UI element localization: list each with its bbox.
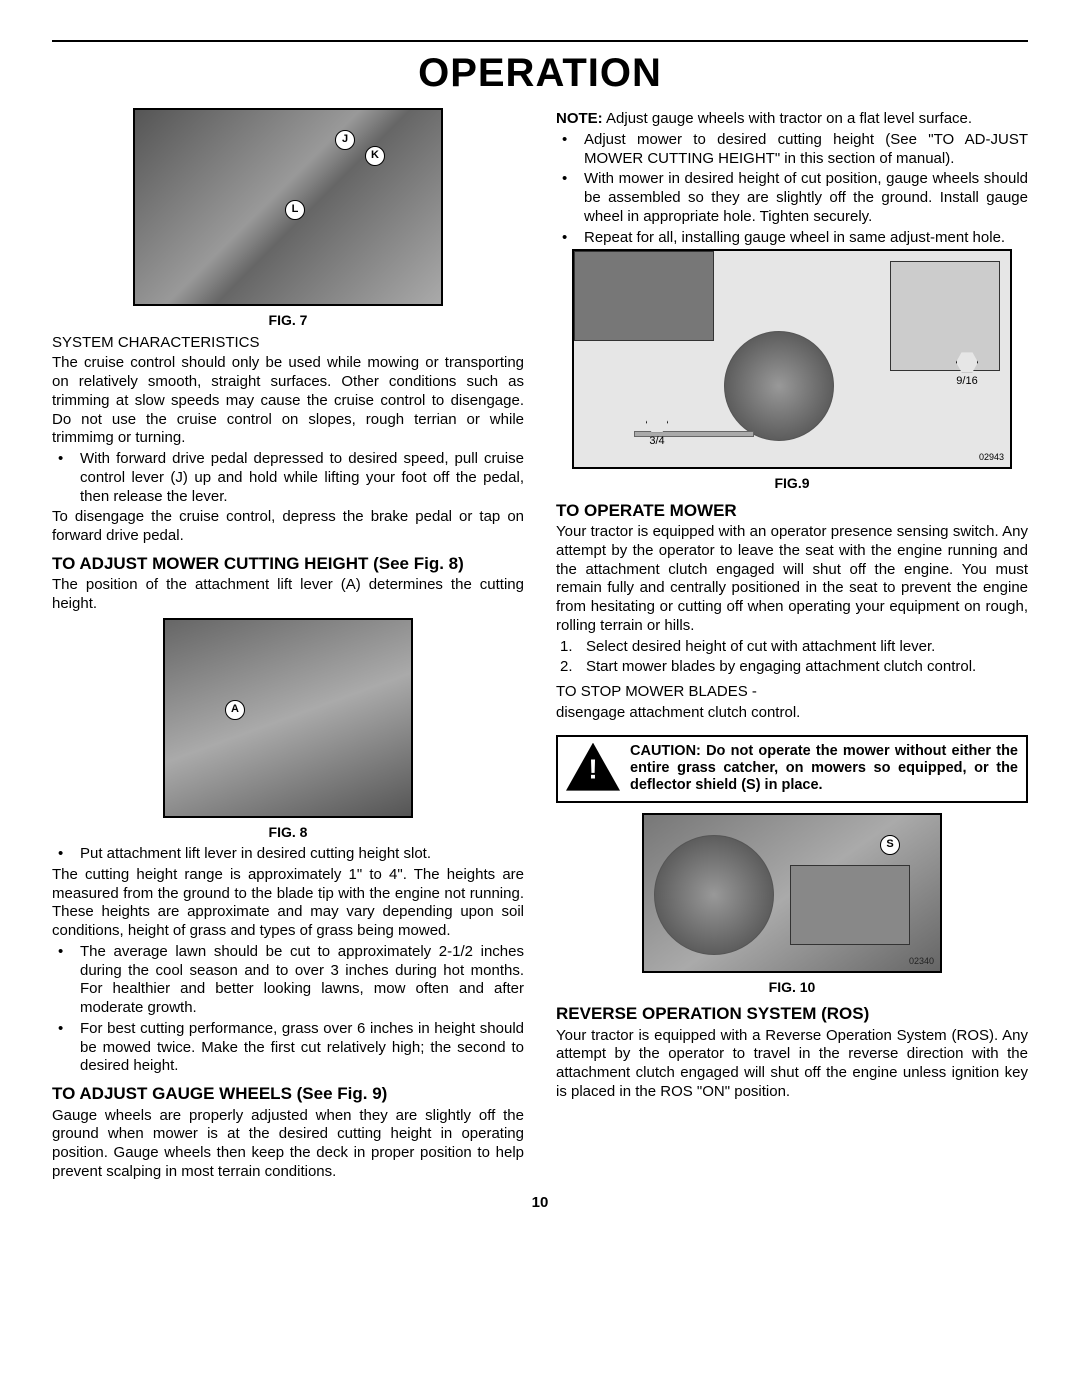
figure-9-image: 3/4 9/16 02943 [572, 249, 1012, 469]
hex-right: 9/16 [956, 351, 978, 389]
left-column: J K L FIG. 7 SYSTEM CHARACTERISTICS The … [52, 108, 524, 1184]
note-text: Adjust gauge wheels with tractor on a fl… [603, 110, 972, 127]
avg-lawn-bullet: The average lawn should be cut to approx… [80, 943, 524, 1018]
stop-blades-head: TO STOP MOWER BLADES - [556, 683, 1028, 702]
disengage-para: To disengage the cruise control, depress… [52, 508, 524, 546]
figure-8-image: A [163, 618, 413, 818]
adjust-height-para: The position of the attachment lift leve… [52, 576, 524, 614]
top-rule [52, 40, 1028, 42]
caution-box: CAUTION: Do not operate the mower withou… [556, 735, 1028, 803]
right-bullet-1: Adjust mower to desired cutting height (… [584, 131, 1028, 169]
callout-a: A [225, 700, 245, 720]
operate-mower-para: Your tractor is equipped with an operato… [556, 523, 1028, 636]
right-bullet-2: With mower in desired height of cut posi… [584, 170, 1028, 226]
figure-10-caption: FIG. 10 [556, 979, 1028, 997]
note-para: NOTE: Adjust gauge wheels with tractor o… [556, 110, 1028, 129]
caution-text: CAUTION: Do not operate the mower withou… [630, 743, 1018, 795]
fig10-small-id: 02340 [909, 956, 934, 967]
two-column-layout: J K L FIG. 7 SYSTEM CHARACTERISTICS The … [52, 108, 1028, 1184]
operate-step-1: Select desired height of cut with attach… [586, 638, 935, 657]
gauge-wheels-head: TO ADJUST GAUGE WHEELS (See Fig. 9) [52, 1084, 524, 1104]
figure-9-caption: FIG.9 [556, 475, 1028, 493]
callout-l: L [285, 200, 305, 220]
callout-s: S [880, 835, 900, 855]
callout-k: K [365, 146, 385, 166]
cutting-range-para: The cutting height range is approximatel… [52, 866, 524, 941]
ros-para: Your tractor is equipped with a Reverse … [556, 1027, 1028, 1102]
figure-7-caption: FIG. 7 [52, 312, 524, 330]
figure-7-image: J K L [133, 108, 443, 306]
caution-icon [566, 743, 620, 791]
right-column: NOTE: Adjust gauge wheels with tractor o… [556, 108, 1028, 1184]
stop-blades-para: disengage attachment clutch control. [556, 704, 1028, 723]
operate-step-2: Start mower blades by engaging attachmen… [586, 658, 976, 677]
right-bullet-3: Repeat for all, installing gauge wheel i… [584, 229, 1005, 248]
adjust-height-head: TO ADJUST MOWER CUTTING HEIGHT (See Fig.… [52, 554, 524, 574]
fig9-small-id: 02943 [979, 452, 1004, 463]
operate-mower-head: TO OPERATE MOWER [556, 501, 1028, 521]
gauge-wheels-para: Gauge wheels are properly adjusted when … [52, 1107, 524, 1182]
note-label: NOTE: [556, 110, 603, 127]
system-characteristics-head: SYSTEM CHARACTERISTICS [52, 334, 524, 353]
figure-8-caption: FIG. 8 [52, 824, 524, 842]
hex-left: 3/4 [646, 411, 668, 449]
put-lever-bullet: Put attachment lift lever in desired cut… [80, 845, 431, 864]
callout-j: J [335, 130, 355, 150]
ros-head: REVERSE OPERATION SYSTEM (ROS) [556, 1004, 1028, 1024]
figure-10-image: S 02340 [642, 813, 942, 973]
page-number: 10 [52, 1194, 1028, 1213]
page-title: OPERATION [52, 48, 1028, 98]
best-cut-bullet: For best cutting performance, grass over… [80, 1020, 524, 1076]
cruise-bullet: With forward drive pedal depressed to de… [80, 450, 524, 506]
system-characteristics-para: The cruise control should only be used w… [52, 354, 524, 448]
